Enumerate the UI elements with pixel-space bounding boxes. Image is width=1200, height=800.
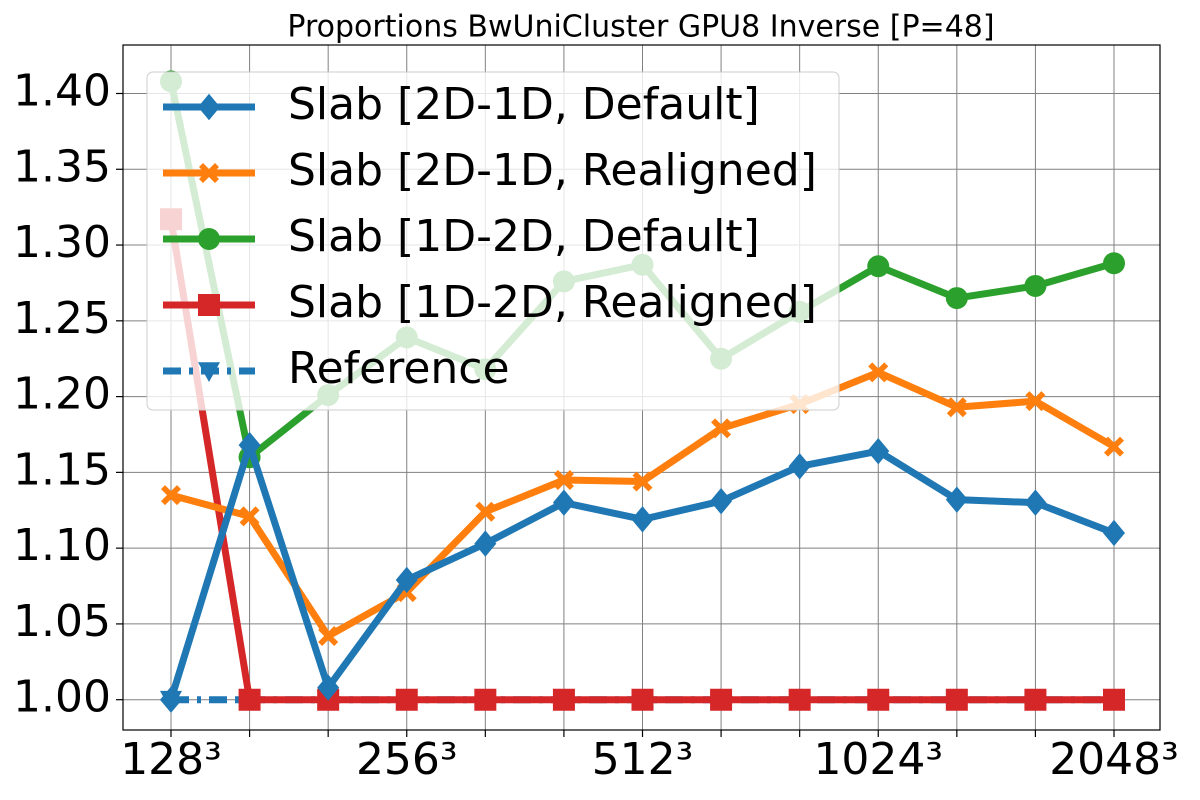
marker <box>160 686 182 713</box>
marker <box>238 431 261 459</box>
marker <box>945 486 968 513</box>
marker <box>867 688 890 711</box>
marker <box>474 688 497 711</box>
marker <box>867 255 890 278</box>
legend-label: Slab [1D-2D, Realigned] <box>288 277 817 328</box>
x-tick-label: 128³ <box>120 734 222 785</box>
x-tick-label: 256³ <box>356 734 458 785</box>
marker <box>238 688 261 711</box>
y-tick-label: 1.40 <box>13 65 111 116</box>
marker <box>1024 274 1047 297</box>
marker <box>945 287 968 310</box>
marker <box>317 674 340 701</box>
marker <box>395 688 418 711</box>
legend-box <box>146 71 840 411</box>
marker <box>474 530 497 557</box>
marker <box>1104 436 1124 457</box>
marker <box>1103 252 1125 275</box>
y-tick-label: 1.05 <box>13 596 111 647</box>
chart-title: Proportions BwUniCluster GPU8 Inverse [P… <box>287 10 994 45</box>
marker <box>867 437 890 465</box>
marker <box>198 228 220 250</box>
legend: Slab [2D-1D, Default] Slab [2D-1D, Realig… <box>146 71 840 411</box>
legend-label: Reference <box>288 343 510 394</box>
marker <box>710 487 733 515</box>
marker <box>788 688 811 711</box>
marker <box>1024 489 1047 516</box>
marker <box>553 469 574 490</box>
marker <box>475 501 496 522</box>
marker <box>710 688 733 711</box>
marker <box>945 688 968 711</box>
y-tick-label: 1.15 <box>13 444 111 495</box>
marker <box>632 471 653 492</box>
marker <box>1025 391 1046 412</box>
y-tick-label: 1.30 <box>13 217 111 268</box>
legend-label: Slab [2D-1D, Realigned] <box>288 145 817 196</box>
marker <box>395 566 418 594</box>
marker <box>198 93 220 121</box>
marker <box>946 397 967 418</box>
x-tick-label: 2048³ <box>1049 734 1179 785</box>
marker <box>788 453 811 480</box>
marker <box>552 489 575 516</box>
marker <box>239 506 260 527</box>
marker <box>631 506 654 533</box>
marker <box>161 485 181 506</box>
marker <box>631 688 654 711</box>
y-tick-label: 1.35 <box>13 141 111 192</box>
marker <box>318 626 339 647</box>
x-tick-label: 1024³ <box>813 734 943 785</box>
legend-label: Slab [1D-2D, Default] <box>288 211 760 262</box>
marker <box>711 418 732 439</box>
legend-label: Slab [2D-1D, Default] <box>288 79 760 130</box>
marker <box>199 163 219 183</box>
y-tick-label: 1.20 <box>13 369 111 420</box>
x-tick-label: 512³ <box>592 734 694 785</box>
marker <box>1103 519 1125 547</box>
marker <box>198 294 220 316</box>
plot-frame <box>122 44 1161 731</box>
y-tick-label: 1.00 <box>13 672 111 723</box>
marker <box>1024 688 1047 711</box>
y-tick-label: 1.10 <box>13 520 111 571</box>
marker <box>868 362 889 383</box>
marker <box>198 362 220 382</box>
y-tick-label: 1.25 <box>13 293 111 344</box>
marker <box>552 688 575 711</box>
marker <box>1103 688 1125 711</box>
